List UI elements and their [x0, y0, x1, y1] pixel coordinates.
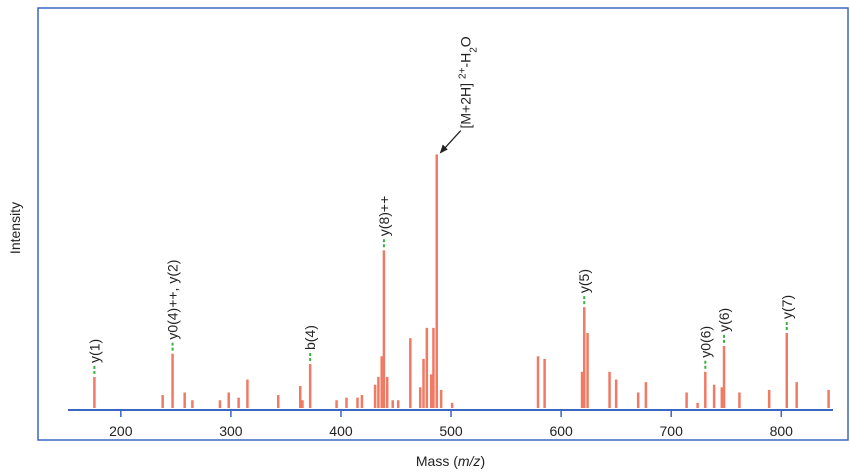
peak-label: y(5) [576, 269, 592, 293]
x-axis-label-part: Mass ( [416, 453, 458, 469]
peak-label: b(4) [302, 325, 318, 350]
plot-frame [37, 7, 849, 441]
x-tick-label: 200 [109, 423, 133, 439]
precursor-label-part: O [458, 36, 474, 47]
precursor-label-part: [M+2H] [458, 83, 474, 129]
x-tick-label: 600 [549, 423, 573, 439]
peak-label: y(1) [86, 339, 102, 363]
precursor-label-part: -H [458, 53, 474, 68]
x-tick-label: 700 [660, 423, 684, 439]
x-axis-label: Mass (m/z) [416, 453, 485, 469]
annotation-arrowhead [439, 144, 448, 154]
x-tick-label: 800 [770, 423, 794, 439]
x-axis-label-part: ) [480, 453, 485, 469]
precursor-label-part: 2 [468, 47, 479, 53]
peak-label: y0(6) [697, 326, 713, 358]
x-tick-label: 400 [329, 423, 353, 439]
peak-label: y(6) [716, 308, 732, 332]
peak-label: y(7) [779, 295, 795, 319]
peak-label: y(8)++ [376, 196, 392, 236]
peak-label: y0(4)++, y(2) [165, 260, 181, 340]
x-tick-label: 500 [439, 423, 463, 439]
x-tick-label: 300 [219, 423, 243, 439]
x-axis-label-part: m/z [458, 453, 481, 469]
precursor-label-part: 2+ [457, 67, 468, 79]
precursor-label: [M+2H] 2+-H2O [457, 36, 479, 128]
y-axis-label: Intensity [7, 202, 23, 254]
